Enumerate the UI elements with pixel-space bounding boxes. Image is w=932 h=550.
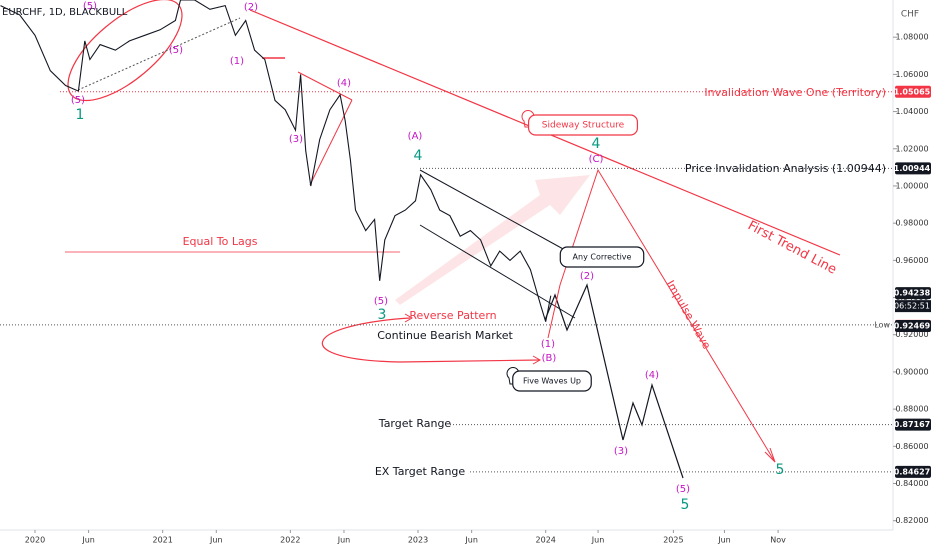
price-tag-label: 1.05065 — [894, 87, 931, 96]
y-tick-label: 0.86000 — [895, 442, 928, 451]
wave-label: (5) — [71, 95, 85, 106]
price-tag-label: 0.87167 — [894, 420, 930, 429]
wave-label: (5) — [676, 484, 690, 495]
y-tick-label: 0.92000 — [895, 330, 928, 339]
annotation: First Trend Line — [745, 218, 839, 277]
wave-label: 5 — [681, 497, 690, 513]
price-tag — [895, 320, 931, 333]
wave-label: (1) — [541, 339, 555, 350]
annotation: Target Range — [378, 417, 452, 430]
wave-label: (5) — [374, 296, 388, 307]
price-tag-label: 0.92469 — [894, 322, 931, 331]
price-tag-label: 0.94238 — [894, 289, 931, 298]
annotation-box — [527, 114, 639, 136]
wave-label: (2) — [580, 271, 594, 282]
y-tick-label: 0.98000 — [895, 219, 928, 228]
wave-label: 4 — [592, 136, 601, 152]
wave-label: (3) — [289, 134, 303, 145]
x-tick-label: 2021 — [152, 536, 172, 545]
x-tick-label: Jun — [209, 536, 223, 545]
x-tick-label: Nov — [770, 536, 786, 545]
price-tag — [895, 85, 931, 98]
x-tick-label: 2022 — [280, 536, 300, 545]
y-tick-label: 0.88000 — [895, 405, 928, 414]
wave-label: (C) — [589, 154, 604, 165]
wave-label: (A) — [408, 131, 423, 142]
wave-label: (B) — [542, 353, 557, 364]
price-line — [0, 0, 552, 322]
price-tag — [895, 465, 931, 478]
x-tick-label: Jun — [717, 536, 731, 545]
price-tag-label: 1.00944 — [894, 164, 931, 173]
wave-label: (4) — [337, 78, 351, 89]
x-tick-label: Jun — [591, 536, 605, 545]
wave-label: 3 — [378, 307, 387, 323]
wave-label: (4) — [645, 370, 659, 381]
wave-label: 5 — [776, 462, 785, 478]
x-tick-label: Jun — [337, 536, 351, 545]
y-tick-label: 0.90000 — [895, 367, 928, 376]
annotation: Invalidation Wave One (Territory) — [704, 86, 886, 99]
wave-label: (1) — [230, 56, 244, 67]
annotation: Continue Bearish Market — [377, 329, 513, 342]
annotation: Price Invalidation Analysis (1.00944) — [685, 162, 886, 175]
y-tick-label: 1.08000 — [895, 33, 928, 42]
x-tick-label: Jun — [464, 536, 478, 545]
axis: 0.82000 0.84000 0.86000 0.88000 0.90000 0.920… — [25, 33, 931, 545]
annotation: Any Corrective — [573, 253, 632, 262]
y-tick-label: 0.84000 — [895, 479, 928, 488]
wave-label: 1 — [76, 107, 85, 123]
price-tag — [895, 287, 931, 300]
wave-label: (2) — [244, 2, 258, 13]
y-tick-label: 1.00000 — [895, 181, 928, 190]
y-tick-label: 1.04000 — [895, 107, 928, 116]
countdown: 06:52:51 — [894, 302, 930, 311]
wave-label: (3) — [614, 446, 628, 457]
y-tick-label: 0.96000 — [895, 256, 928, 265]
price-tag-label: 0.84627 — [894, 467, 930, 476]
x-tick-label: 2023 — [408, 536, 428, 545]
y-tick-label: 0.82000 — [895, 516, 928, 525]
low-label: Low — [874, 320, 890, 329]
wave-label: (5) — [83, 1, 97, 12]
annotation-box — [512, 370, 592, 392]
y-tick-label: 1.02000 — [895, 144, 928, 153]
annotation: Impulse Wave — [664, 278, 714, 352]
x-tick-label: 2025 — [663, 536, 683, 545]
x-tick-label: Jun — [81, 536, 95, 545]
price-tag — [895, 418, 931, 431]
chart-title: EURCHF, 1D, BLACKBULL — [2, 7, 128, 18]
annotation: EX Target Range — [375, 465, 466, 478]
x-tick-label: 2020 — [25, 536, 45, 545]
price-tag — [895, 162, 931, 175]
y-tick-label: 1.06000 — [895, 70, 928, 79]
wave-label: (5) — [169, 45, 183, 56]
x-tick-label: 2024 — [536, 536, 556, 545]
countdown-tag — [895, 300, 931, 313]
drawings — [65, 0, 841, 479]
annotation-box — [559, 246, 645, 268]
annotation: Sideway Structure — [542, 121, 625, 131]
annotation: Equal To Lags — [183, 235, 258, 248]
annotation: Reverse Pattern — [409, 309, 496, 322]
annotation: Five Waves Up — [523, 377, 581, 386]
wave-label: 4 — [414, 148, 423, 164]
currency: CHF — [901, 10, 919, 20]
